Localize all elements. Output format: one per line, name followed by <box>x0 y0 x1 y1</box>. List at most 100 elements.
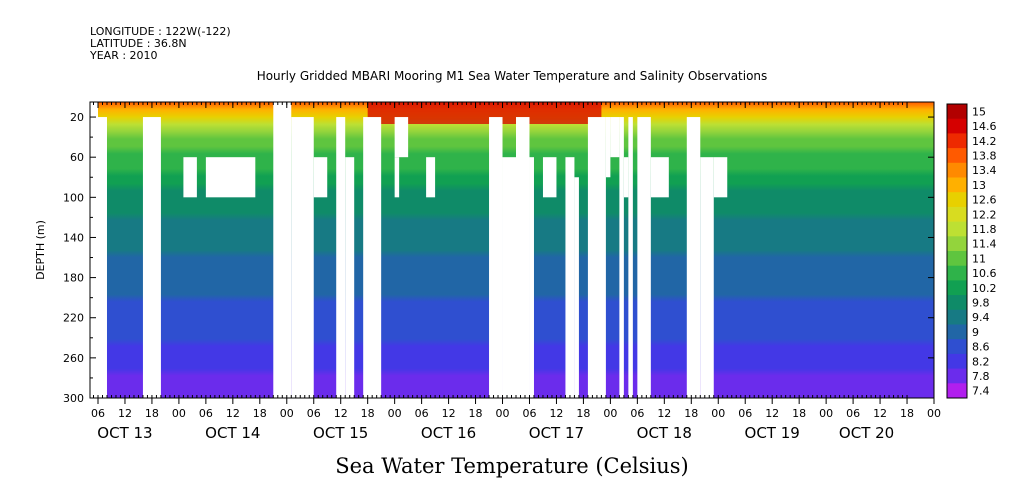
x-hour-label: 18 <box>253 407 267 420</box>
x-hour-label: 18 <box>792 407 806 420</box>
x-hour-label: 18 <box>361 407 375 420</box>
x-hour-label: 18 <box>469 407 483 420</box>
colorbar-swatch <box>947 265 967 281</box>
missing-data-gaps <box>90 102 728 399</box>
colorbar-swatch <box>947 162 967 178</box>
colorbar: 15 14.6 14.213.8 13.4 13 12.612.2 11.8 11.411 10… <box>946 103 997 399</box>
chart-title: Hourly Gridded MBARI Mooring M1 Sea Wate… <box>257 69 768 83</box>
y-tick-label: 300 <box>63 392 84 405</box>
y-axis-label: DEPTH (m) <box>34 220 47 280</box>
gap-31 <box>713 157 728 198</box>
colorbar-swatch <box>947 133 967 149</box>
gap-1 <box>98 117 107 399</box>
x-hour-label: 12 <box>118 407 132 420</box>
x-hour-label: 06 <box>630 407 644 420</box>
gap-15 <box>502 157 516 398</box>
x-axis-label: Sea Water Temperature (Celsius) <box>335 454 689 478</box>
x-hour-label: 06 <box>846 407 860 420</box>
x-hour-label: 18 <box>900 407 914 420</box>
colorbar-frame <box>946 103 968 399</box>
colorbar-label: 9.8 <box>972 296 990 309</box>
x-day-label: OCT 19 <box>745 424 800 442</box>
x-hour-label: 12 <box>765 407 779 420</box>
gap-7 <box>313 157 328 198</box>
colorbar-label: 9 <box>972 326 979 339</box>
gap-11 <box>394 157 400 198</box>
colorbar-label: 15 <box>972 105 986 118</box>
colorbar-label: 7.8 <box>972 370 990 383</box>
colorbar-label: 7.4 <box>972 385 990 398</box>
x-hour-label: 06 <box>307 407 321 420</box>
y-tick-label: 20 <box>70 111 84 124</box>
x-day-label: OCT 20 <box>839 424 894 442</box>
gap-9 <box>345 157 355 398</box>
gap-2 <box>142 117 161 399</box>
colorbar-swatch <box>947 383 967 399</box>
colorbar-swatch <box>947 353 967 370</box>
gap-4 <box>205 157 256 198</box>
x-hour-label: 00 <box>388 407 402 420</box>
gap-24 <box>619 117 624 399</box>
y-tick-label: 100 <box>63 191 84 204</box>
gap-26 <box>628 117 633 399</box>
gap-22 <box>605 117 611 178</box>
colorbar-label: 13 <box>972 179 986 192</box>
colorbar-swatch <box>947 280 967 296</box>
gap-18 <box>542 157 557 198</box>
x-hour-label: 00 <box>927 407 941 420</box>
colorbar-label: 11.8 <box>972 223 997 236</box>
x-hour-label: 00 <box>711 407 725 420</box>
x-hour-label: 12 <box>442 407 456 420</box>
x-hour-label: 18 <box>684 407 698 420</box>
longitude-label: LONGITUDE : 122W(-122) <box>90 25 231 38</box>
gap-3 <box>183 157 197 198</box>
gap-30 <box>700 157 714 398</box>
colorbar-swatch <box>947 206 967 223</box>
colorbar-label: 9.4 <box>972 311 990 324</box>
colorbar-swatch <box>947 251 967 267</box>
gap-6 <box>291 117 314 399</box>
x-hour-label: 00 <box>280 407 294 420</box>
x-hour-label: 12 <box>549 407 563 420</box>
colorbar-swatch <box>947 309 967 325</box>
x-hour-label: 06 <box>738 407 752 420</box>
colorbar-label: 10.6 <box>972 267 997 280</box>
colorbar-label: 12.6 <box>972 194 997 207</box>
y-tick-label: 260 <box>63 352 84 365</box>
gap-29 <box>686 117 701 399</box>
colorbar-label: 13.4 <box>972 164 997 177</box>
colorbar-swatch <box>947 339 967 355</box>
x-day-label: OCT 16 <box>421 424 476 442</box>
gap-14 <box>489 117 503 399</box>
colorbar-label: 14.6 <box>972 120 997 133</box>
gap-20 <box>574 177 579 398</box>
gap-12 <box>394 117 409 158</box>
x-hour-label: 12 <box>226 407 240 420</box>
colorbar-swatch <box>947 221 967 237</box>
colorbar-swatch <box>947 177 967 193</box>
colorbar-swatch <box>947 295 967 311</box>
axes: 20 60 100 140 180 220 260 300 06 12 18 00 06 12 18 00 06… <box>63 101 941 442</box>
colorbar-label: 8.2 <box>972 355 990 368</box>
x-hour-label: 18 <box>576 407 590 420</box>
colorbar-swatch <box>947 236 967 252</box>
x-hour-label: 12 <box>334 407 348 420</box>
colorbar-label: 10.2 <box>972 282 997 295</box>
x-day-label: OCT 18 <box>637 424 692 442</box>
gap-16 <box>516 117 530 399</box>
y-tick-label: 180 <box>63 272 84 285</box>
x-day-label: OCT 15 <box>313 424 368 442</box>
x-hour-label: 00 <box>496 407 510 420</box>
warm-surface-band <box>367 102 602 124</box>
colorbar-label: 14.2 <box>972 135 997 148</box>
colorbar-label: 8.6 <box>972 341 990 354</box>
x-day-label: OCT 13 <box>97 424 152 442</box>
colorbar-swatch <box>947 118 967 134</box>
colorbar-label: 11 <box>972 252 986 265</box>
colorbar-label: 11.4 <box>972 238 997 251</box>
x-hour-label: 00 <box>603 407 617 420</box>
colorbar-label: 12.2 <box>972 208 997 221</box>
x-day-label: OCT 17 <box>529 424 584 442</box>
y-tick-label: 220 <box>63 312 84 325</box>
